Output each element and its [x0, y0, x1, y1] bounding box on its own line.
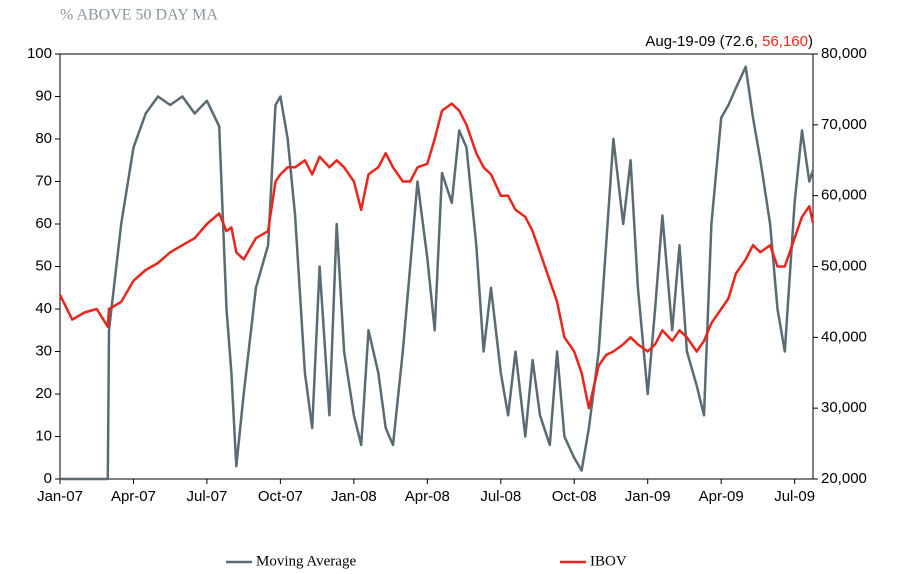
annotation-part: Aug-19-09 (72.6, [645, 33, 762, 50]
y-tick-label: 60 [35, 215, 52, 232]
y-tick-label: 50 [35, 257, 52, 274]
x-tick-label: Jan-07 [37, 488, 83, 505]
y2-tick-label: 20,000 [821, 470, 867, 487]
y-tick-label: 40 [35, 300, 52, 317]
x-tick-label: Apr-07 [111, 488, 156, 505]
series-line [58, 102, 815, 410]
x-tick-label: Jul-08 [480, 488, 521, 505]
y-tick-label: 0 [44, 470, 52, 487]
y-tick-label: 90 [35, 87, 52, 104]
annotation: Aug-19-09 (72.6, 56,160) [645, 33, 813, 50]
x-tick-label: Apr-08 [405, 488, 450, 505]
y2-tick-label: 80,000 [821, 45, 867, 62]
y-tick-label: 100 [27, 45, 52, 62]
y-tick-label: 30 [35, 342, 52, 359]
chart-title: % ABOVE 50 DAY MA [60, 7, 218, 24]
x-tick-label: Oct-08 [552, 488, 597, 505]
y2-tick-label: 30,000 [821, 399, 867, 416]
y-tick-label: 70 [35, 172, 52, 189]
x-tick-label: Jul-07 [186, 488, 227, 505]
legend-label: Moving Average [256, 553, 356, 569]
y-tick-label: 20 [35, 385, 52, 402]
y2-tick-label: 70,000 [821, 116, 867, 133]
annotation-part: 56,160 [762, 33, 808, 50]
y-tick-label: 10 [35, 427, 52, 444]
annotation-part: ) [808, 33, 813, 50]
x-tick-label: Jan-09 [625, 488, 671, 505]
x-tick-label: Apr-09 [699, 488, 744, 505]
y2-tick-label: 50,000 [821, 257, 867, 274]
x-tick-label: Oct-07 [258, 488, 303, 505]
y2-tick-label: 40,000 [821, 328, 867, 345]
y2-tick-label: 60,000 [821, 187, 867, 204]
x-tick-label: Jan-08 [331, 488, 377, 505]
x-tick-label: Jul-09 [774, 488, 815, 505]
legend-label: IBOV [590, 553, 627, 569]
y-tick-label: 80 [35, 130, 52, 147]
series-line [60, 65, 815, 481]
